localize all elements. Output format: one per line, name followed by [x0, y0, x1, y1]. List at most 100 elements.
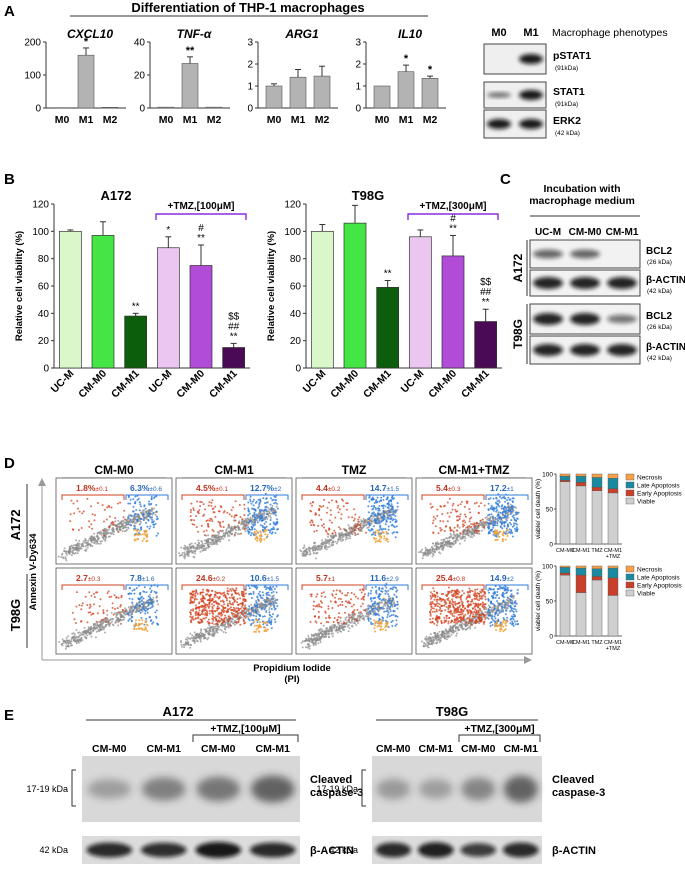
point-late [155, 609, 158, 612]
point-viable [359, 615, 362, 618]
point-late [393, 497, 396, 500]
bar-M1 [289, 76, 307, 109]
point-late [503, 525, 506, 528]
point-viable [130, 520, 133, 523]
point-viable [109, 535, 111, 538]
point-necrosis [258, 630, 261, 633]
band [570, 277, 600, 289]
point-early [216, 615, 219, 618]
point-viable [430, 551, 433, 554]
point-viable [78, 545, 81, 548]
point-viable [191, 639, 194, 642]
point-late [492, 520, 495, 523]
late-gate [485, 494, 529, 500]
point-late [254, 521, 256, 524]
point-early [227, 593, 230, 596]
point-viable [67, 645, 70, 648]
point-late [146, 601, 149, 604]
point-early [203, 513, 206, 516]
point-late [251, 619, 254, 622]
point-late [247, 532, 250, 535]
point-necrosis [265, 536, 268, 539]
point-viable [242, 520, 245, 523]
point-early [234, 613, 237, 616]
point-late [490, 513, 493, 516]
point-late [372, 511, 375, 514]
point-early [195, 526, 198, 529]
point-early [226, 602, 229, 605]
point-viable [485, 516, 488, 519]
point-early [205, 529, 208, 532]
bar-M0 [265, 85, 283, 109]
category-label: UC-M [147, 367, 175, 395]
cell-line: T98G [511, 319, 525, 349]
point-viable [458, 534, 461, 537]
point-late [252, 592, 255, 595]
point-viable [81, 633, 84, 636]
point-viable [240, 522, 243, 525]
point-early [241, 610, 244, 613]
panel-label-b: B [4, 171, 15, 188]
point-late [142, 608, 144, 610]
point-viable [87, 628, 90, 631]
point-viable [105, 536, 108, 539]
point-viable [82, 631, 85, 633]
point-late [265, 516, 268, 519]
point-viable [92, 624, 95, 627]
point-late [129, 514, 132, 517]
point-early [310, 510, 313, 513]
y-tick-label: 100 [32, 227, 49, 238]
early-gate [61, 494, 125, 500]
point-late [127, 619, 130, 622]
point-viable [144, 510, 147, 513]
point-late [132, 609, 135, 612]
point-necrosis [496, 534, 499, 536]
point-viable [108, 622, 111, 625]
late-gate [125, 494, 169, 500]
point-viable [431, 555, 434, 558]
point-viable [229, 622, 231, 625]
point-late [274, 496, 277, 498]
point-early [197, 616, 200, 619]
point-viable [71, 552, 74, 555]
point-early [222, 600, 225, 603]
point-early [243, 528, 246, 530]
point-viable [257, 606, 260, 609]
point-early [100, 619, 103, 622]
point-viable [119, 526, 122, 529]
point-late [368, 524, 371, 526]
point-early [231, 587, 234, 590]
point-late [370, 505, 373, 508]
point-late [498, 495, 501, 498]
point-necrosis [378, 540, 381, 543]
point-viable [196, 640, 199, 643]
point-viable [110, 523, 112, 526]
bar-M1 [181, 63, 199, 109]
point-viable [74, 633, 76, 636]
point-viable [304, 646, 307, 649]
point-necrosis [139, 623, 142, 626]
panel-label-e: E [4, 707, 14, 724]
point-viable [265, 603, 268, 606]
early-gate [301, 494, 365, 500]
point-late [145, 521, 148, 524]
point-early [243, 612, 246, 615]
point-viable [452, 533, 455, 536]
point-viable [364, 615, 367, 618]
point-late [392, 518, 395, 521]
point-early [476, 532, 479, 535]
point-late [504, 532, 507, 535]
point-viable [307, 547, 310, 550]
point-viable [347, 537, 349, 540]
point-early [347, 516, 350, 519]
point-early [477, 524, 480, 527]
point-viable [81, 545, 84, 547]
point-late [130, 592, 133, 595]
point-early [220, 593, 223, 596]
point-late [487, 498, 490, 501]
significance: $$ ## ** [228, 311, 240, 342]
point-viable [454, 542, 457, 544]
point-early [123, 610, 126, 613]
point-viable [190, 545, 193, 548]
point-viable [88, 633, 91, 636]
